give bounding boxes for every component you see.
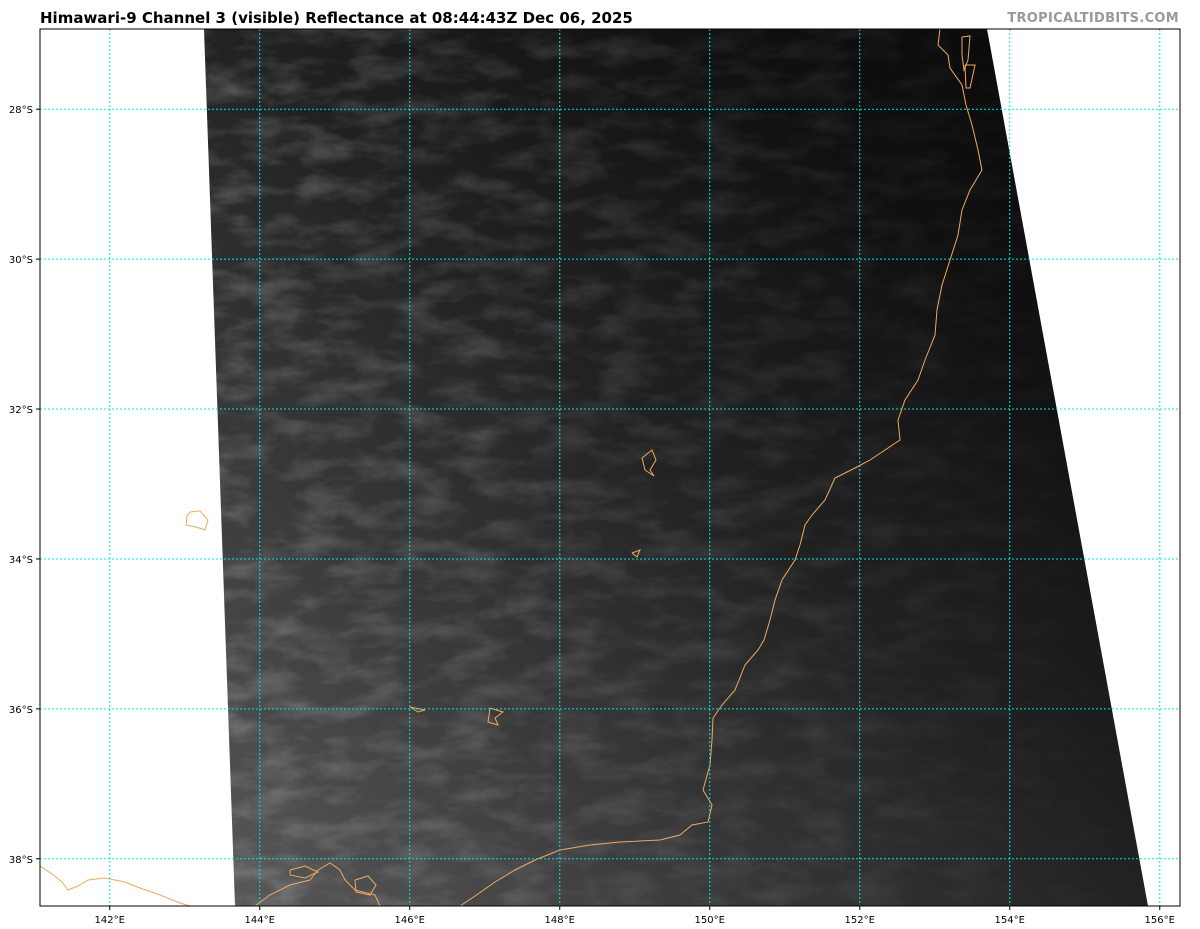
coastline-segment	[254, 862, 381, 906]
lat-tick-label: 30°S	[9, 255, 33, 266]
credit-watermark: TROPICALTIDBITS.COM	[1007, 11, 1179, 26]
axis-ticks: 142°E 144°E 146°E 148°E 150°E 152°E 154°E 156°E…	[9, 105, 1175, 926]
lat-tick-label: 28°S	[9, 105, 33, 116]
map-title: Himawari-9 Channel 3 (visible) Reflectan…	[40, 9, 633, 27]
lon-tick-label: 146°E	[395, 915, 425, 926]
coastline-segment	[40, 865, 191, 906]
coastline-segment	[185, 510, 209, 531]
lon-tick-label: 148°E	[545, 915, 575, 926]
coastline-segment	[459, 29, 983, 906]
cloud-texture	[204, 29, 1148, 906]
coastline-segment	[289, 865, 320, 879]
gridlines	[40, 29, 1180, 906]
lon-tick-label: 156°E	[1145, 915, 1175, 926]
lat-tick-label: 34°S	[9, 555, 33, 566]
lat-tick-label: 32°S	[9, 405, 33, 416]
lon-tick-label: 154°E	[995, 915, 1025, 926]
lon-tick-label: 142°E	[95, 915, 125, 926]
lon-tick-label: 152°E	[845, 915, 875, 926]
lat-tick-label: 38°S	[9, 855, 33, 866]
coastline-segment	[964, 64, 976, 89]
coastlines	[40, 29, 983, 906]
lon-tick-label: 144°E	[245, 915, 275, 926]
lat-tick-label: 36°S	[9, 705, 33, 716]
coastline-segment	[631, 549, 641, 558]
map-frame	[39, 28, 1181, 907]
lon-tick-label: 150°E	[695, 915, 725, 926]
coastline-segment	[354, 875, 377, 896]
coastline-segment	[641, 449, 657, 477]
coastline-segment	[487, 707, 505, 726]
